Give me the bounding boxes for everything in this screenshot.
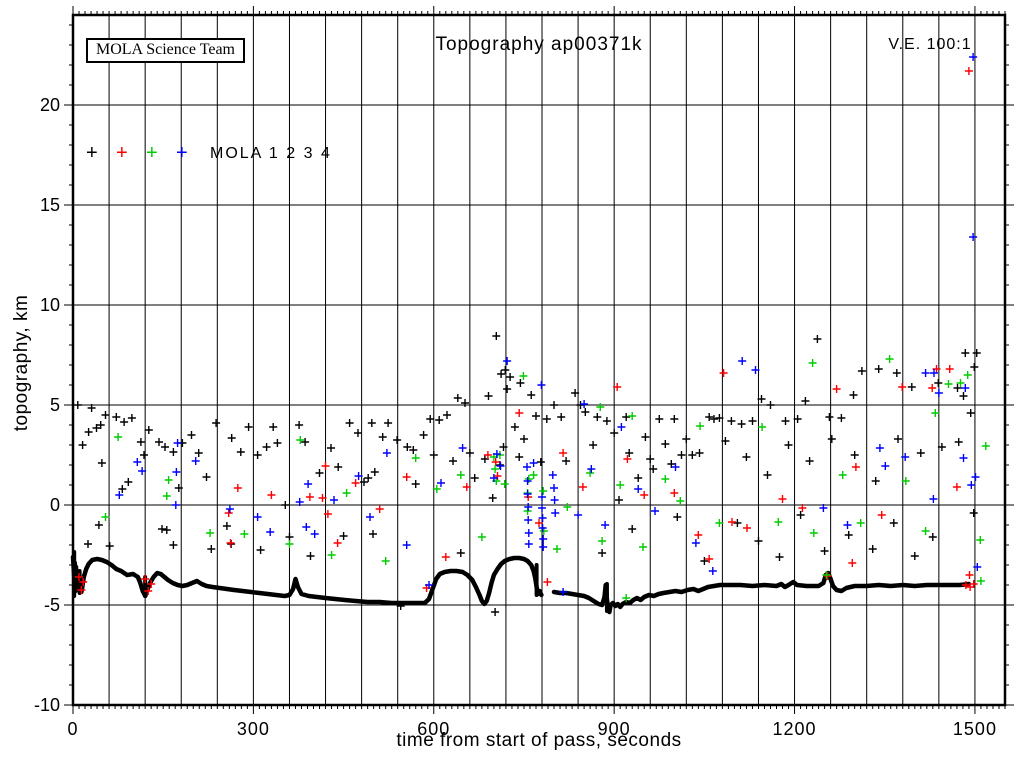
x-tick-label: 600 (417, 719, 450, 739)
series-mola-2 (75, 67, 978, 595)
ground-track (70, 550, 972, 615)
legend-marker-mola-2: + (116, 142, 128, 164)
x-tick-label: 0 (67, 719, 78, 739)
gridlines (73, 15, 1005, 705)
y-tick-label: 15 (40, 195, 60, 215)
x-tick-label: 1500 (953, 719, 997, 739)
legend: + + + + MOLA 1 2 3 4 (86, 143, 332, 164)
y-tick-label: 0 (50, 495, 60, 515)
plot-border (71, 13, 1007, 707)
science-team-label: MOLA Science Team (96, 41, 235, 58)
y-tick-label: 20 (40, 95, 60, 115)
x-axis-title: time from start of pass, seconds (396, 730, 682, 751)
series-mola-1 (73, 332, 981, 616)
axis-ticks (64, 6, 1014, 714)
science-team-box: MOLA Science Team (86, 38, 245, 63)
legend-marker-mola-1: + (86, 142, 98, 164)
series-mola-3 (101, 355, 990, 602)
legend-marker-mola-4: + (176, 142, 188, 164)
legend-label: MOLA 1 2 3 4 (210, 144, 332, 162)
x-tick-label: 1200 (773, 719, 817, 739)
y-tick-labels: -10 -5 0 5 10 15 20 (34, 95, 60, 715)
legend-markers: + + + + (86, 143, 206, 164)
y-tick-label: -5 (44, 595, 60, 615)
vertical-exaggeration-label: V.E. 100:1 (888, 36, 972, 53)
y-tick-label: 10 (40, 295, 60, 315)
y-tick-label: 5 (50, 395, 60, 415)
y-tick-label: -10 (34, 695, 60, 715)
legend-marker-mola-3: + (146, 142, 158, 164)
x-tick-labels: 0 300 600 900 1200 1500 (67, 719, 997, 739)
x-tick-label: 900 (598, 719, 631, 739)
x-tick-label: 300 (237, 719, 270, 739)
chart-title: Topography ap00371k (435, 34, 643, 55)
y-axis-title: topography, km (11, 294, 32, 432)
series-mola-4 (115, 53, 982, 596)
